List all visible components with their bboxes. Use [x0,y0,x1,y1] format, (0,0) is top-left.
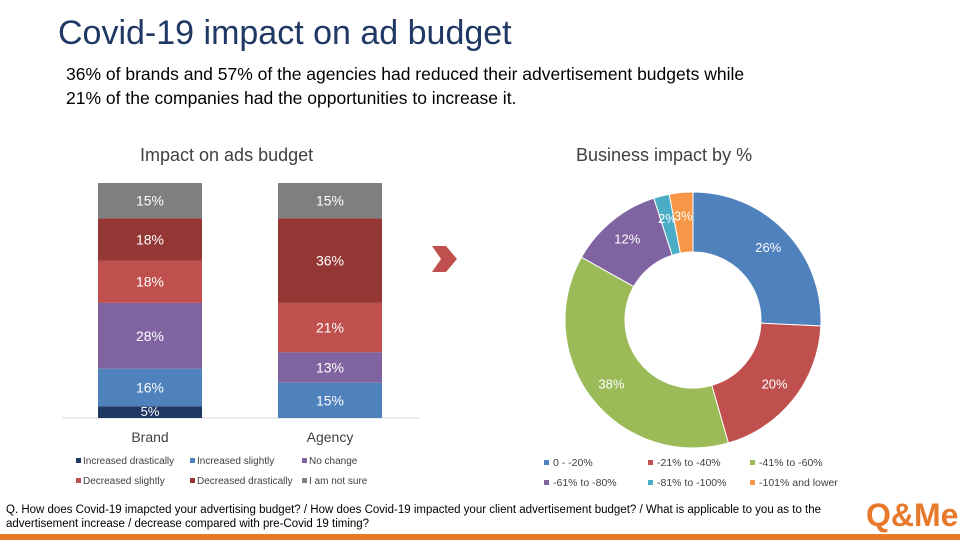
subtitle-line-2: 21% of the companies had the opportuniti… [66,88,517,108]
slice-data-label: 2% [658,211,677,226]
legend-swatch [302,458,307,463]
legend-label: 0 - -20% [553,457,593,469]
slice-data-label: 38% [598,376,624,391]
bar-segment [278,218,382,303]
legend-label: I am not sure [309,476,368,487]
bar-segment [278,302,382,353]
subtitle-line-1: 36% of brands and 57% of the agencies ha… [66,64,745,84]
legend-label: No change [309,456,358,467]
page-title: Covid-19 impact on ad budget [58,14,512,52]
bar-data-label: 28% [136,328,164,344]
bar-data-label: 21% [316,320,344,336]
bar-data-label: 15% [316,392,344,408]
bar-segment [98,302,202,369]
bar-data-label: 36% [316,253,344,269]
bar-segment [278,183,382,219]
legend-swatch [76,478,81,483]
bottom-accent-bar [0,534,960,540]
bar-data-label: 13% [316,359,344,375]
page-subtitle: 36% of brands and 57% of the agencies ha… [66,62,896,110]
bar-data-label: 5% [141,404,160,419]
legend-swatch [544,460,549,465]
brand-logo: Q&Me [864,494,958,534]
legend-swatch [76,458,81,463]
legend-swatch [190,478,195,483]
legend-label: -21% to -40% [657,457,721,469]
donut-slice [692,191,822,327]
legend-swatch [648,480,653,485]
donut-slice [668,191,694,254]
category-label: Brand [131,429,168,445]
bar-data-label: 16% [136,379,164,395]
bar-chart-title: Impact on ads budget [140,145,314,165]
bar-segment [98,183,202,219]
legend-label: Decreased slightly [83,476,165,487]
logo-text: Q&Me [866,497,958,533]
legend-label: Increased drastically [83,456,174,467]
bar-data-label: 18% [136,231,164,247]
legend-swatch [544,480,549,485]
legend-swatch [750,460,755,465]
legend-label: Decreased drastically [197,476,293,487]
bar-segment [98,406,202,418]
category-label: Agency [307,429,354,445]
slice-data-label: 3% [674,208,693,223]
legend-label: -81% to -100% [657,477,726,489]
slice-data-label: 26% [755,240,781,255]
donut-slice [564,256,729,449]
bar-segment [278,352,382,383]
legend-swatch [648,460,653,465]
legend-swatch [750,480,755,485]
bar-segment [98,218,202,261]
arrow-shape [432,246,457,272]
legend-label: -61% to -80% [553,477,617,489]
bar-segment [98,368,202,407]
legend-label: Increased slightly [197,456,274,467]
footnote: Q. How does Covid-19 imapcted your adver… [6,504,822,530]
slice-data-label: 12% [614,231,640,246]
legend-label: -41% to -60% [759,457,823,469]
legend-label: -101% and lower [759,477,838,489]
bar-data-label: 15% [136,193,164,209]
bar-data-label: 18% [136,274,164,290]
legend-swatch [190,458,195,463]
legend-swatch [302,478,307,483]
slice-data-label: 20% [762,376,788,391]
bar-data-label: 15% [316,193,344,209]
donut-chart-title: Business impact by % [576,145,753,165]
bar-segment [278,382,382,418]
bar-segment [98,260,202,303]
